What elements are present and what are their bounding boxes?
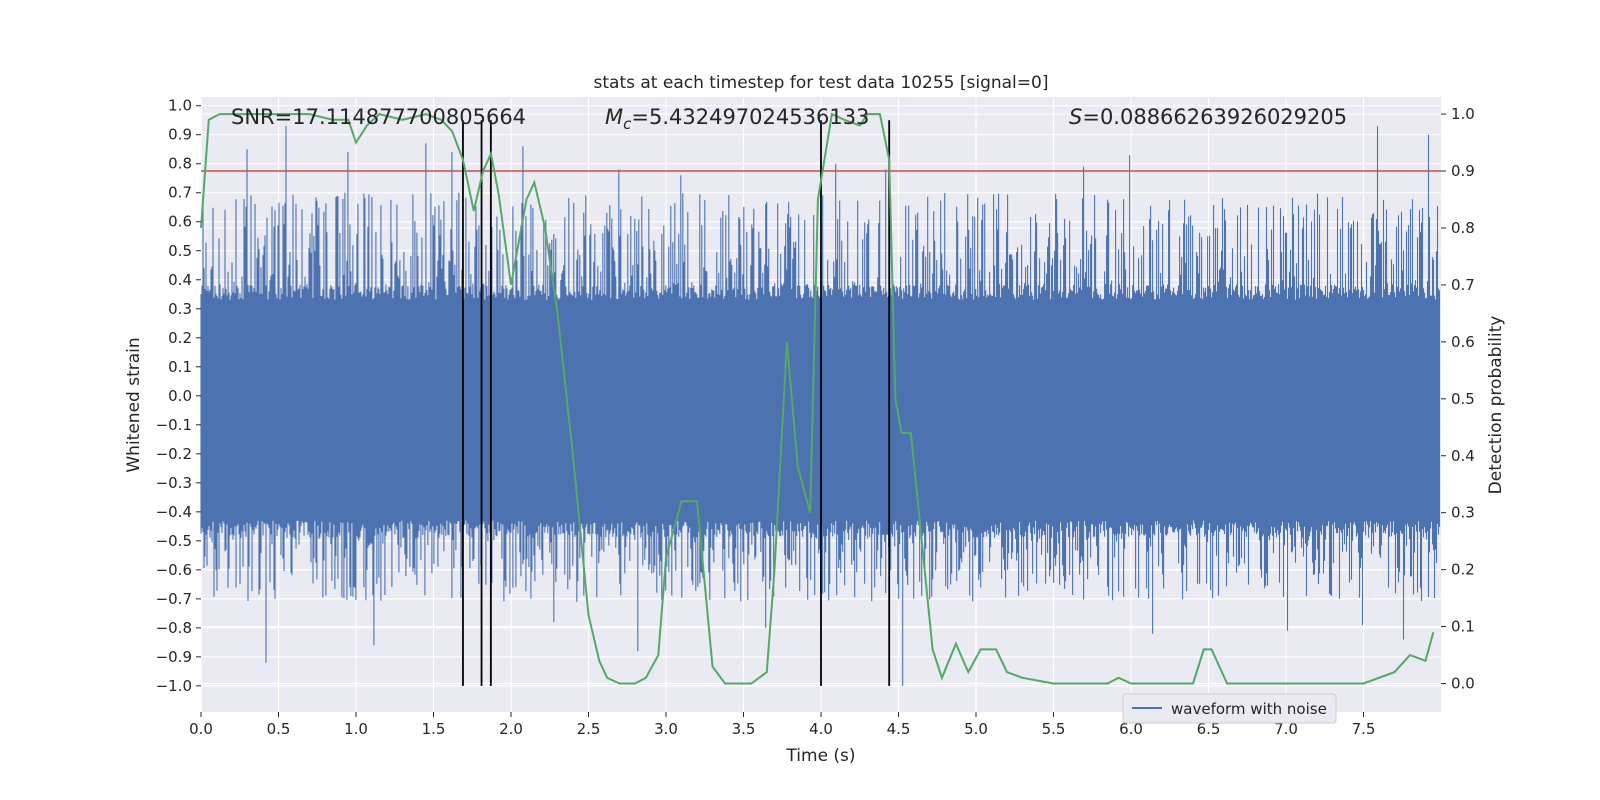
probability-series — [200, 112, 1435, 685]
y-tick-label: −0.6 — [156, 561, 192, 579]
left-axis-ticks: 1.0 0.9 0.8 0.7 0.6 0.5 0.4 0.3 0.2 0.1 0.0 −0.1 −0.… — [156, 97, 201, 695]
x-axis-ticks: 0.0 0.5 1.0 1.5 2.0 2.5 3.0 3.5 4.0 4.5 5.0 5.5 6.0 6… — [189, 712, 1375, 738]
chirp-mass-symbol: M — [605, 105, 623, 129]
x-axis-label: Time (s) — [785, 746, 855, 766]
y-tick-label: 0.9 — [168, 126, 192, 144]
x-tick-label: 7.5 — [1352, 720, 1376, 738]
y-tick-label: 0.2 — [168, 329, 192, 347]
s-annotation: S=0.08866263926029205 — [1069, 105, 1347, 129]
probability-line — [200, 112, 1435, 685]
x-tick-label: 1.0 — [344, 720, 368, 738]
y2-tick-label: 0.7 — [1451, 276, 1475, 294]
y-tick-label: 0.3 — [168, 300, 192, 318]
x-tick-label: 1.5 — [422, 720, 446, 738]
y-tick-label: −0.2 — [156, 445, 192, 463]
y2-tick-label: 0.4 — [1451, 447, 1475, 465]
chirp-mass-annotation: Mc=5.432497024536133 — [605, 105, 869, 133]
y-tick-label: 0.8 — [168, 155, 192, 173]
y-tick-label: −0.4 — [156, 503, 192, 521]
x-tick-label: 2.0 — [499, 720, 523, 738]
legend-box — [1122, 693, 1337, 724]
y2-tick-label: 0.0 — [1451, 675, 1475, 693]
x-tick-label: 5.5 — [1042, 720, 1066, 738]
chirp-mass-subscript: c — [623, 115, 632, 133]
x-tick-label: 6.5 — [1197, 720, 1221, 738]
x-tick-label: 7.0 — [1274, 720, 1298, 738]
s-symbol: S — [1069, 105, 1082, 129]
y-tick-label: −0.7 — [156, 590, 192, 608]
y2-tick-label: 1.0 — [1451, 105, 1475, 123]
y2-tick-label: 0.8 — [1451, 219, 1475, 237]
y-tick-label: 1.0 — [168, 97, 192, 115]
y-tick-label: 0.0 — [168, 387, 192, 405]
y2-axis-label: Detection probability — [1486, 316, 1506, 495]
y2-tick-label: 0.9 — [1451, 162, 1475, 180]
s-value: =0.08866263926029205 — [1082, 105, 1347, 129]
right-axis-ticks: 1.0 0.9 0.8 0.7 0.6 0.5 0.4 0.3 0.2 0.1 0.0 — [1441, 105, 1475, 693]
y-tick-label: 0.6 — [168, 213, 192, 231]
x-tick-label: 4.5 — [887, 720, 911, 738]
x-tick-label: 5.0 — [964, 720, 988, 738]
x-tick-label: 6.0 — [1119, 720, 1143, 738]
y2-tick-label: 0.2 — [1451, 561, 1475, 579]
y-tick-label: −0.1 — [156, 416, 192, 434]
x-tick-label: 0.5 — [267, 720, 291, 738]
event-markers — [462, 120, 891, 686]
legend: waveform with noise — [1122, 693, 1337, 724]
snr-annotation: SNR=17.114877700805664 — [231, 105, 526, 129]
y-tick-label: −0.9 — [156, 648, 192, 666]
x-tick-label: 0.0 — [189, 720, 213, 738]
chirp-mass-value: =5.432497024536133 — [631, 105, 869, 129]
y2-tick-label: 0.5 — [1451, 390, 1475, 408]
y-tick-label: 0.4 — [168, 271, 192, 289]
x-tick-label: 2.5 — [577, 720, 601, 738]
x-tick-label: 3.0 — [654, 720, 678, 738]
y-tick-label: −0.5 — [156, 532, 192, 550]
y2-tick-label: 0.6 — [1451, 333, 1475, 351]
y-tick-label: −1.0 — [156, 677, 192, 695]
y-tick-label: 0.7 — [168, 184, 192, 202]
y-tick-label: 0.1 — [168, 358, 192, 376]
y2-tick-label: 0.1 — [1451, 618, 1475, 636]
legend-label: waveform with noise — [1171, 700, 1327, 718]
x-tick-label: 4.0 — [809, 720, 833, 738]
y-tick-label: 0.5 — [168, 242, 192, 260]
y2-tick-label: 0.3 — [1451, 504, 1475, 522]
y-tick-label: −0.3 — [156, 474, 192, 492]
chart-title: stats at each timestep for test data 102… — [594, 73, 1049, 93]
y-tick-label: −0.8 — [156, 619, 192, 637]
y-axis-label: Whitened strain — [124, 337, 144, 472]
x-tick-label: 3.5 — [732, 720, 756, 738]
